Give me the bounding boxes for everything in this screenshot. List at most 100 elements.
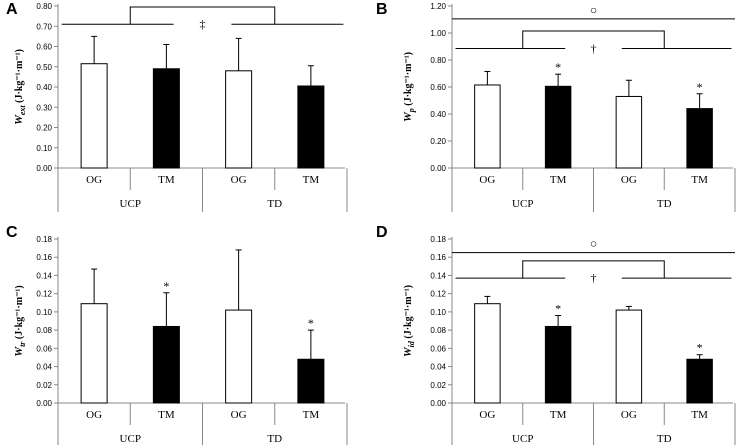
y-tick-label: 0.12 <box>430 290 446 299</box>
group-label: UCP <box>120 198 141 210</box>
y-tick-label: 0.12 <box>36 290 52 299</box>
group-label: TD <box>657 198 672 210</box>
y-tick-label: 0.00 <box>36 164 52 173</box>
y-tick-label: 0.20 <box>430 137 446 146</box>
y-tick-label: 0.06 <box>430 344 446 353</box>
panel-a: A 0.00 0.10 0.20 0.30 0.40 0.50 0.60 0.70 0.80 Wex… <box>6 1 348 212</box>
category-label: OG <box>86 409 102 421</box>
y-axis-label-symbol: W <box>402 111 414 122</box>
y-tick-label: 0.00 <box>430 399 446 408</box>
y-axis-label-subscript: ext <box>18 105 27 116</box>
y-tick-label: 0.20 <box>36 124 52 133</box>
y-tick-label: 0.08 <box>36 326 52 335</box>
y-axis-label-symbol: W <box>13 114 25 125</box>
bracket-symbol: ‡ <box>200 17 206 31</box>
bar <box>152 325 180 404</box>
y-axis-label-symbol: W <box>402 346 414 357</box>
significance-star: * <box>163 279 169 293</box>
bar <box>686 358 713 404</box>
bracket-symbol: † <box>591 271 597 285</box>
category-label: TM <box>158 174 175 186</box>
y-axis-label: Wid (J·kg⁻¹·m⁻¹) <box>402 285 416 357</box>
bar <box>297 85 325 169</box>
bar <box>686 108 713 169</box>
significance-star: * <box>308 316 314 330</box>
y-axis-label-unit: (J·kg⁻¹·m⁻¹) <box>403 52 414 108</box>
bracket-symbol: † <box>591 42 597 56</box>
y-tick-label: 0.16 <box>430 253 446 262</box>
bar <box>474 84 501 169</box>
bracket-connector <box>522 30 665 49</box>
y-tick-label: 0.10 <box>36 144 52 153</box>
y-tick-label: 1.00 <box>430 29 446 38</box>
y-tick-label: 0.10 <box>36 308 52 317</box>
y-tick-label: 0.60 <box>430 83 446 92</box>
y-tick-label: 0.16 <box>36 253 52 262</box>
y-tick-label: 0.06 <box>36 344 52 353</box>
y-tick-label: 0.30 <box>36 103 52 112</box>
y-tick-label: 0.40 <box>430 110 446 119</box>
category-label: TM <box>691 174 708 186</box>
bar <box>615 95 643 169</box>
bar <box>225 309 253 404</box>
y-axis-label-subscript: p <box>407 108 416 113</box>
category-label: OG <box>479 174 495 186</box>
y-axis-label-subscript: tr <box>18 341 27 347</box>
panel-letter: D <box>376 224 388 241</box>
group-label: UCP <box>120 433 141 445</box>
y-axis-label: Wtr (J·kg⁻¹·m⁻¹) <box>13 285 27 356</box>
y-tick-label: 0.18 <box>36 235 52 244</box>
y-tick-label: 0.80 <box>430 56 446 65</box>
panel-d: D 0.00 0.02 0.04 0.06 0.08 0.10 0.12 0.14 0.16 0.1… <box>376 224 736 445</box>
panel-letter: A <box>6 1 18 18</box>
y-tick-label: 0.00 <box>430 164 446 173</box>
category-label: TM <box>550 409 567 421</box>
y-axis-label: Wp (J·kg⁻¹·m⁻¹) <box>402 52 416 122</box>
y-tick-label: 0.14 <box>36 271 52 280</box>
y-axis-label: Wext (J·kg⁻¹·m⁻¹) <box>13 49 27 125</box>
panel-b: B 0.00 0.20 0.40 0.60 0.80 1.00 1.20 Wp (J·kg⁻¹·… <box>376 1 736 212</box>
y-axis-label-unit: (J·kg⁻¹·m⁻¹) <box>14 49 25 105</box>
overall-comparison-symbol: ○ <box>590 3 597 17</box>
panel-letter: B <box>376 1 388 18</box>
panel-c: C 0.00 0.02 0.04 0.06 0.08 0.10 0.12 0.14 0.16 0.1… <box>6 224 348 445</box>
overall-comparison-symbol: ○ <box>590 237 597 251</box>
y-tick-label: 0.70 <box>36 22 52 31</box>
group-label: TD <box>267 198 282 210</box>
y-tick-label: 0.02 <box>430 381 446 390</box>
bar <box>297 358 325 404</box>
category-label: OG <box>231 174 247 186</box>
group-label: TD <box>267 433 282 445</box>
y-tick-label: 0.10 <box>430 308 446 317</box>
significance-star: * <box>697 341 703 355</box>
category-label: TM <box>303 174 320 186</box>
category-label: TM <box>550 174 567 186</box>
category-label: OG <box>231 409 247 421</box>
bar <box>544 325 572 404</box>
bar <box>225 70 253 169</box>
y-tick-label: 0.04 <box>430 363 446 372</box>
y-tick-label: 0.40 <box>36 83 52 92</box>
y-tick-label: 0.80 <box>36 2 52 11</box>
group-label: TD <box>657 433 672 445</box>
group-label: UCP <box>512 433 533 445</box>
y-tick-label: 0.02 <box>36 381 52 390</box>
bracket-connector <box>522 260 665 279</box>
significance-star: * <box>555 60 561 74</box>
panel-letter: C <box>6 224 18 241</box>
category-label: OG <box>621 174 637 186</box>
bracket-connector <box>129 6 276 25</box>
y-tick-label: 0.08 <box>430 326 446 335</box>
bar <box>544 85 572 169</box>
y-tick-label: 0.04 <box>36 363 52 372</box>
y-tick-label: 0.14 <box>430 271 446 280</box>
group-label: UCP <box>512 198 533 210</box>
y-tick-label: 0.60 <box>36 43 52 52</box>
y-axis-label-symbol: W <box>13 346 25 357</box>
y-tick-label: 0.00 <box>36 399 52 408</box>
category-label: TM <box>691 409 708 421</box>
significance-star: * <box>555 302 561 316</box>
significance-star: * <box>697 80 703 94</box>
y-tick-label: 0.50 <box>36 63 52 72</box>
